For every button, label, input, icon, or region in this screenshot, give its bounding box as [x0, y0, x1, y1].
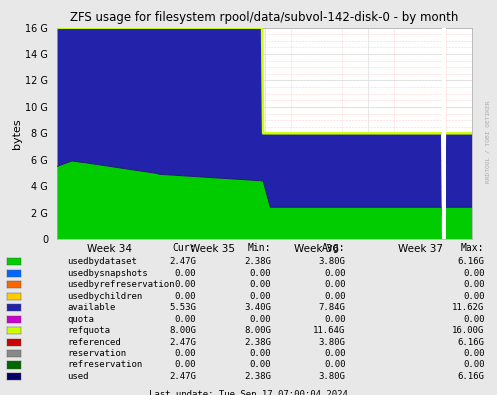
Text: 0.00: 0.00	[249, 361, 271, 369]
Text: 5.53G: 5.53G	[169, 303, 196, 312]
Text: 0.00: 0.00	[463, 292, 485, 301]
Text: 0.00: 0.00	[463, 349, 485, 358]
Text: quota: quota	[67, 315, 94, 324]
Text: 6.16G: 6.16G	[458, 372, 485, 381]
Text: 0.00: 0.00	[249, 269, 271, 278]
Text: 0.00: 0.00	[175, 315, 196, 324]
Text: 2.47G: 2.47G	[169, 372, 196, 381]
Text: 0.00: 0.00	[463, 269, 485, 278]
Text: Min:: Min:	[248, 243, 271, 253]
Text: 0.00: 0.00	[324, 315, 345, 324]
Text: available: available	[67, 303, 115, 312]
Text: 2.47G: 2.47G	[169, 338, 196, 346]
Text: 0.00: 0.00	[249, 349, 271, 358]
Text: 0.00: 0.00	[324, 269, 345, 278]
Text: 0.00: 0.00	[324, 361, 345, 369]
Bar	[442, 28, 446, 239]
Text: 2.38G: 2.38G	[244, 338, 271, 346]
Text: 6.16G: 6.16G	[458, 338, 485, 346]
Text: 3.80G: 3.80G	[319, 372, 345, 381]
Text: 16.00G: 16.00G	[452, 326, 485, 335]
Text: 0.00: 0.00	[175, 280, 196, 289]
Title: ZFS usage for filesystem rpool/data/subvol-142-disk-0 - by month: ZFS usage for filesystem rpool/data/subv…	[71, 11, 459, 24]
Text: 0.00: 0.00	[324, 349, 345, 358]
Text: 8.00G: 8.00G	[169, 326, 196, 335]
Text: 0.00: 0.00	[324, 280, 345, 289]
Text: 0.00: 0.00	[175, 349, 196, 358]
Text: 0.00: 0.00	[249, 315, 271, 324]
Text: 2.38G: 2.38G	[244, 258, 271, 266]
Text: reservation: reservation	[67, 349, 126, 358]
Y-axis label: bytes: bytes	[12, 118, 22, 149]
Text: 0.00: 0.00	[249, 292, 271, 301]
Text: 0.00: 0.00	[175, 292, 196, 301]
Text: 2.38G: 2.38G	[244, 372, 271, 381]
Text: 0.00: 0.00	[463, 361, 485, 369]
Text: RRDTOOL / TOBI OETIKER: RRDTOOL / TOBI OETIKER	[486, 101, 491, 183]
Text: 11.64G: 11.64G	[313, 326, 345, 335]
Text: 3.40G: 3.40G	[244, 303, 271, 312]
Text: used: used	[67, 372, 88, 381]
Text: 0.00: 0.00	[463, 315, 485, 324]
Text: 2.47G: 2.47G	[169, 258, 196, 266]
Text: Cur:: Cur:	[173, 243, 196, 253]
Text: usedbyrefreservation: usedbyrefreservation	[67, 280, 174, 289]
Text: 0.00: 0.00	[324, 292, 345, 301]
Text: Avg:: Avg:	[322, 243, 345, 253]
Text: usedbysnapshots: usedbysnapshots	[67, 269, 148, 278]
Text: 3.80G: 3.80G	[319, 338, 345, 346]
Text: 11.62G: 11.62G	[452, 303, 485, 312]
Text: Max:: Max:	[461, 243, 485, 253]
Text: 3.80G: 3.80G	[319, 258, 345, 266]
Text: refquota: refquota	[67, 326, 110, 335]
Text: 7.84G: 7.84G	[319, 303, 345, 312]
Text: referenced: referenced	[67, 338, 121, 346]
Text: 0.00: 0.00	[249, 280, 271, 289]
Text: 0.00: 0.00	[463, 280, 485, 289]
Text: 0.00: 0.00	[175, 361, 196, 369]
Text: Last update: Tue Sep 17 07:00:04 2024: Last update: Tue Sep 17 07:00:04 2024	[149, 390, 348, 395]
Text: 6.16G: 6.16G	[458, 258, 485, 266]
Text: 0.00: 0.00	[175, 269, 196, 278]
Text: refreservation: refreservation	[67, 361, 142, 369]
Text: usedbychildren: usedbychildren	[67, 292, 142, 301]
Text: usedbydataset: usedbydataset	[67, 258, 137, 266]
Text: 8.00G: 8.00G	[244, 326, 271, 335]
